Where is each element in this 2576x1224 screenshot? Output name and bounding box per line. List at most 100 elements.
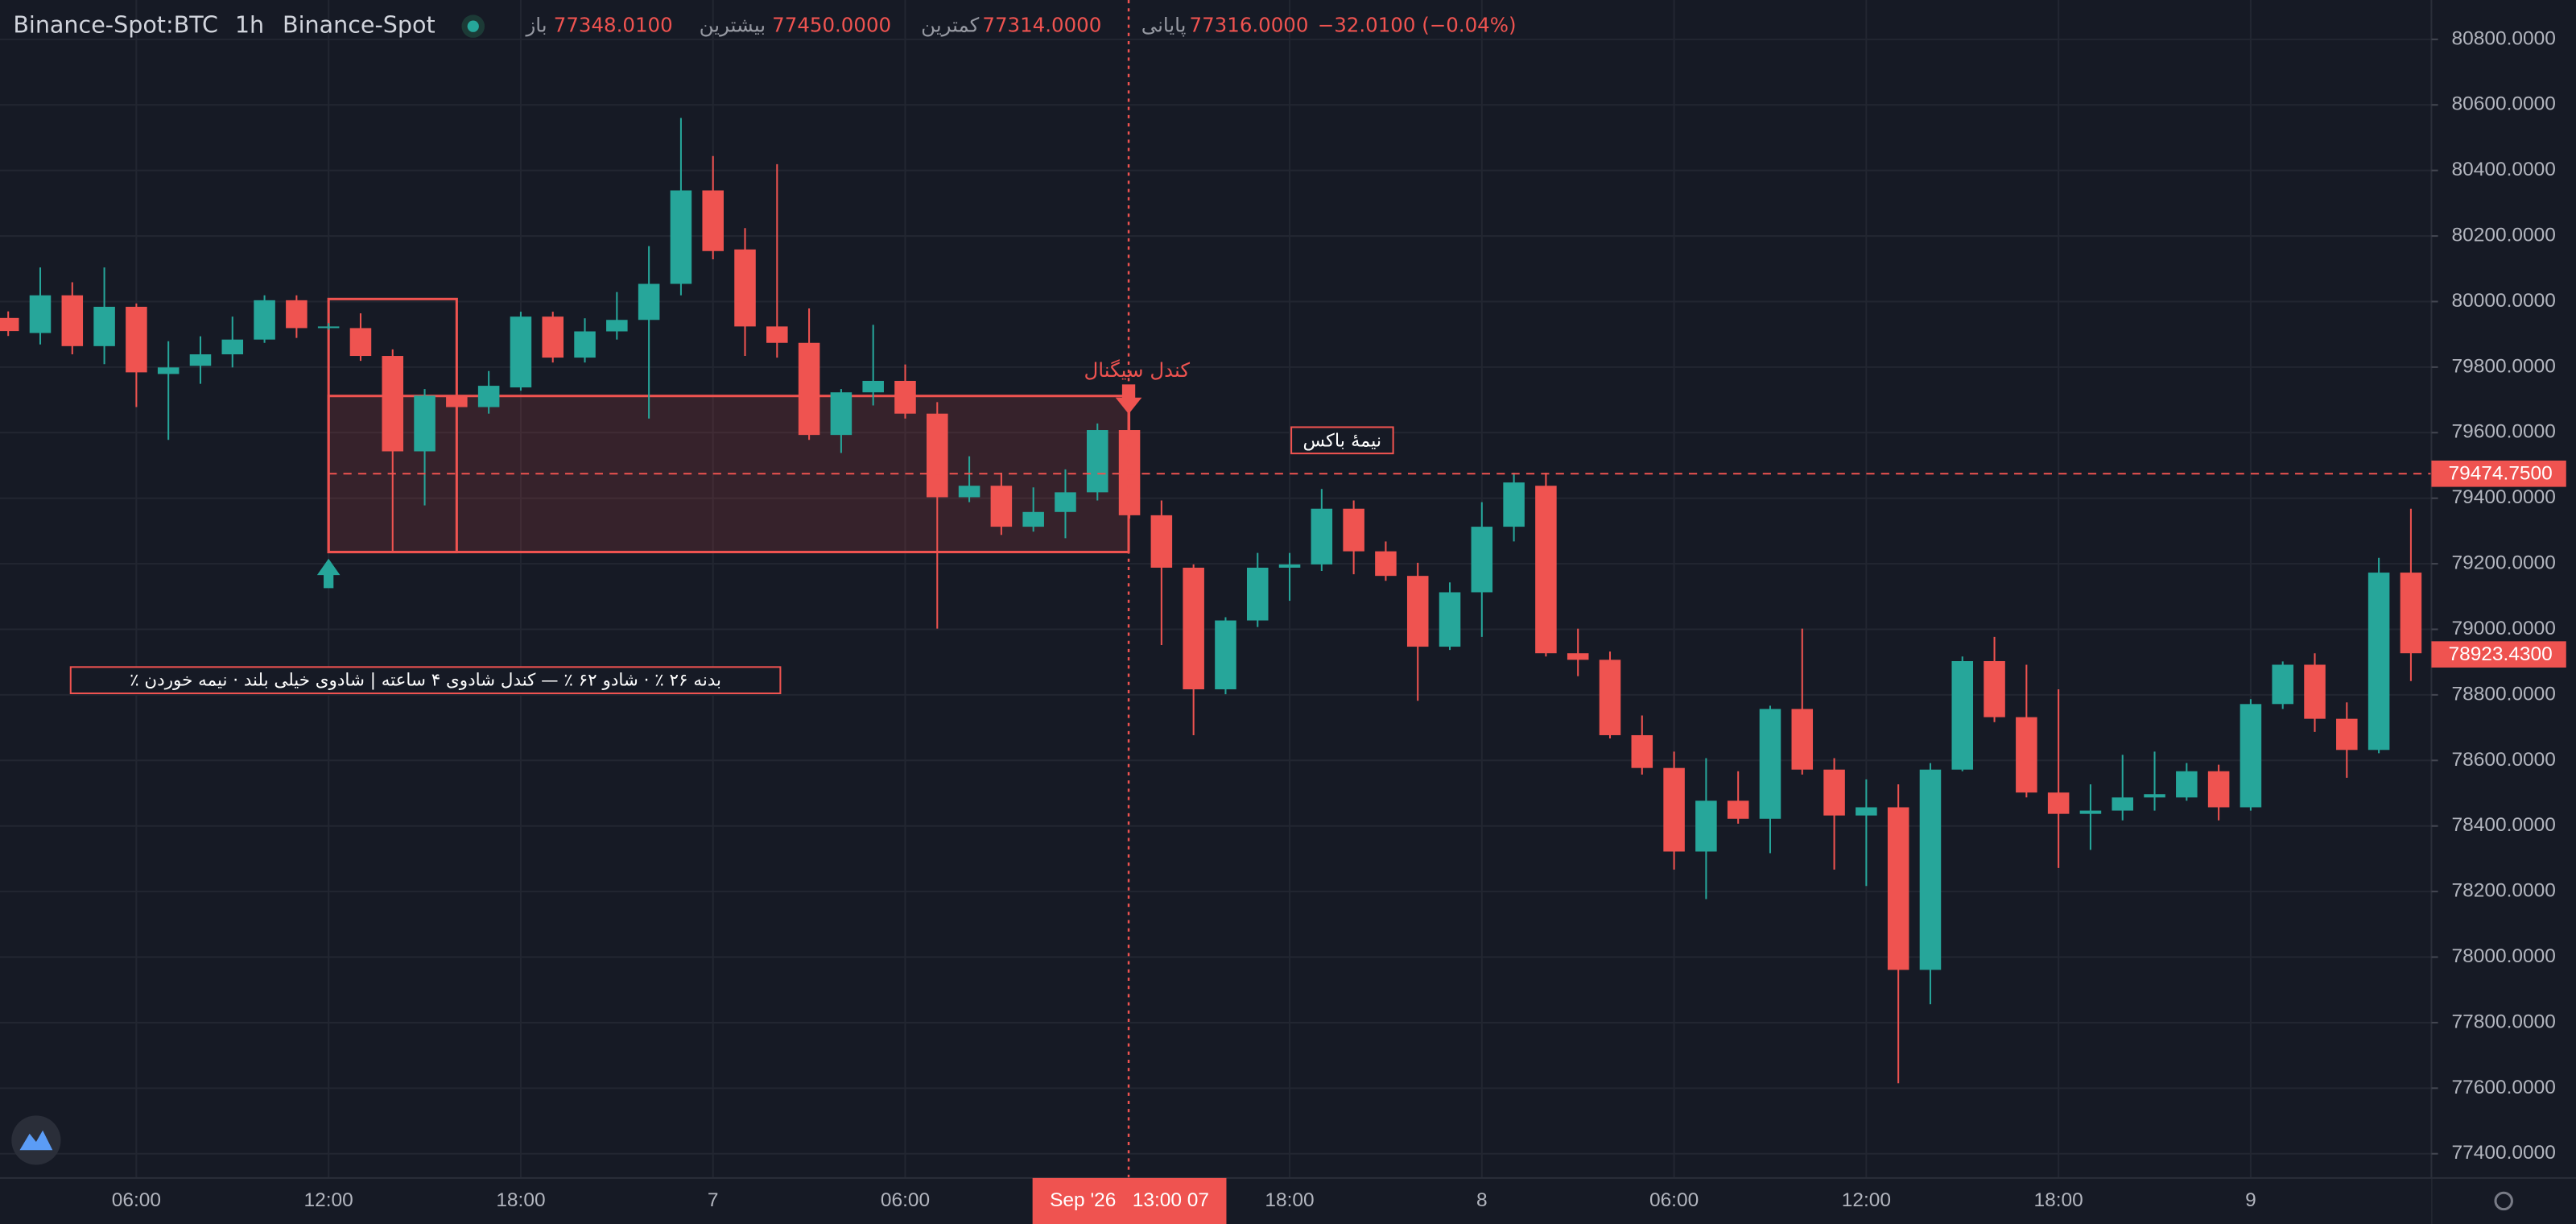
y-tick-label: 80000.0000	[2452, 290, 2556, 312]
y-tick-label: 78600.0000	[2452, 749, 2556, 771]
candle-body	[1503, 482, 1525, 527]
candle-body	[2272, 664, 2293, 705]
high-label: بیشترین	[700, 14, 766, 37]
candle-body	[1535, 486, 1557, 654]
candle-body	[542, 316, 564, 358]
last-price-label: 78923.4300	[2448, 643, 2552, 665]
candle-body	[1439, 592, 1461, 647]
candle-body	[61, 295, 84, 346]
x-tick-label: 06:00	[112, 1189, 161, 1211]
candle-body	[317, 326, 340, 329]
candle-body	[1823, 769, 1845, 816]
candle-body	[2207, 771, 2230, 808]
close-label: پایانی	[1141, 14, 1187, 37]
candle-body	[29, 295, 52, 333]
candle-body	[1022, 511, 1044, 527]
half-box-frame	[1290, 426, 1394, 455]
y-tick-label: 80600.0000	[2452, 93, 2556, 115]
close-value: 77316.0000	[1190, 14, 1309, 37]
candle-body	[1759, 709, 1781, 819]
y-tick-label: 77400.0000	[2452, 1142, 2556, 1164]
candle-body	[382, 356, 404, 452]
candle-body	[734, 249, 756, 327]
last-price-tag	[2431, 641, 2566, 668]
note-label: بدنه ۲۶ ٪ · شادو ۶۲ ٪ — کندل شادوی ۴ ساع…	[130, 671, 721, 691]
crosshair-label: Sep '26 13:00 07	[1050, 1189, 1209, 1211]
candle-body	[1567, 653, 1589, 660]
candle-body	[2336, 718, 2358, 751]
x-tick-label: 18:00	[496, 1189, 545, 1211]
candle-body	[221, 339, 244, 355]
candle-body	[798, 342, 820, 436]
y-tick-label: 78000.0000	[2452, 945, 2556, 967]
four-hour-box	[327, 297, 458, 554]
candle-body	[894, 380, 916, 414]
y-tick-label: 77600.0000	[2452, 1077, 2556, 1098]
symbol: Binance-Spot:BTC	[13, 11, 218, 39]
candle-body	[1246, 567, 1269, 621]
y-tick-label: 79800.0000	[2452, 355, 2556, 377]
candle-body	[126, 306, 147, 373]
candle-body	[1278, 564, 1301, 568]
candle-body	[157, 367, 180, 374]
candle-body	[1695, 800, 1717, 852]
candle-body	[1663, 767, 1685, 852]
candle-body	[2016, 717, 2037, 793]
y-tick-label: 79600.0000	[2452, 421, 2556, 443]
candle-body	[254, 300, 275, 340]
candle-body	[1311, 508, 1333, 564]
status-dot	[467, 20, 479, 32]
logo-icon	[19, 1130, 53, 1151]
open-label: باز	[524, 14, 547, 37]
candle-body	[1055, 492, 1076, 512]
y-tick-label: 80400.0000	[2452, 159, 2556, 180]
x-tick-label: 18:00	[2034, 1189, 2083, 1211]
candle-body	[830, 392, 852, 436]
interval: 1h	[235, 11, 264, 39]
candle-body	[990, 486, 1013, 527]
x-tick-label: 8	[1476, 1189, 1488, 1211]
candle-body	[638, 283, 660, 320]
candle-body	[766, 326, 788, 343]
candle-body	[414, 395, 436, 452]
logo-button[interactable]	[11, 1115, 61, 1165]
note-frame	[69, 666, 782, 695]
change-value: −32.0100 (−0.04%)	[1318, 14, 1517, 37]
y-tick-label: 80800.0000	[2452, 27, 2556, 49]
candle-body	[2144, 794, 2165, 798]
candle-body	[286, 300, 308, 329]
candle-body	[606, 320, 628, 332]
x-tick-label: 06:00	[881, 1189, 930, 1211]
candle-body	[1375, 551, 1397, 577]
half-box-label: نیمهٔ باکس	[1303, 430, 1382, 451]
crosshair-tag	[1032, 1177, 1227, 1224]
candle-body	[702, 190, 724, 251]
candle-body	[2368, 573, 2390, 751]
signal-label: کندل سیگنال	[1084, 358, 1191, 382]
candle-body	[2112, 797, 2133, 811]
y-tick-label: 78400.0000	[2452, 814, 2556, 836]
candle-body	[862, 380, 884, 393]
candle-body	[574, 331, 596, 358]
y-tick-label: 78800.0000	[2452, 683, 2556, 705]
y-tick-label: 79400.0000	[2452, 486, 2556, 508]
settings-button[interactable]	[2494, 1191, 2513, 1211]
y-tick-label: 80200.0000	[2452, 225, 2556, 246]
candles	[0, 118, 2432, 1084]
candle-body	[1406, 576, 1429, 647]
candle-body	[446, 395, 468, 407]
candle-body	[1631, 734, 1653, 768]
candle-body	[349, 328, 372, 357]
candle-body	[1727, 800, 1749, 819]
open-value: 77348.0100	[554, 14, 673, 37]
exchange: Binance-Spot	[283, 11, 436, 39]
y-tick-label: 79200.0000	[2452, 552, 2556, 574]
candle-body	[1984, 660, 2005, 717]
candle-body	[1183, 567, 1204, 689]
y-tick-label: 78200.0000	[2452, 880, 2556, 902]
price-axis	[2431, 0, 2576, 1224]
candle-body	[2240, 704, 2262, 808]
candle-body	[1343, 508, 1364, 552]
buy-arrow	[316, 558, 341, 589]
